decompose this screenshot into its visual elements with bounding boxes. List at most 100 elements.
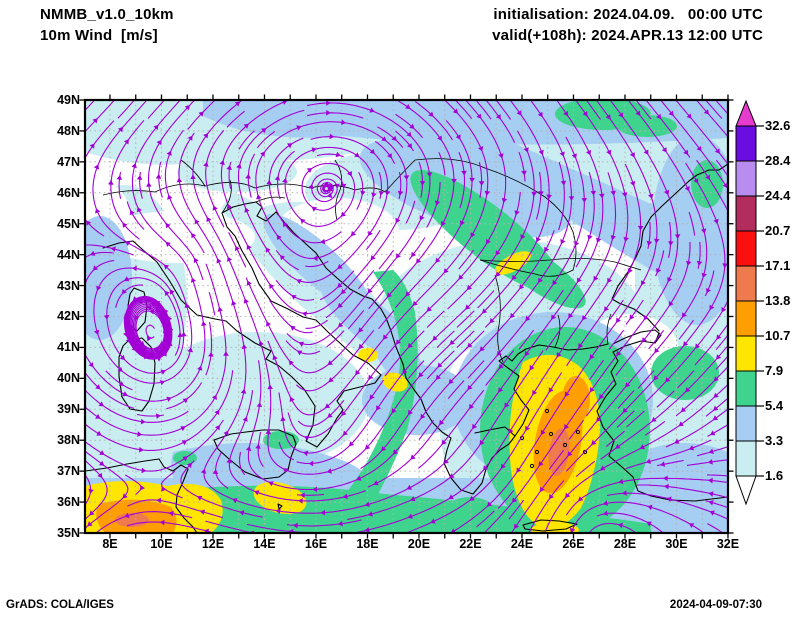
streamline bbox=[286, 519, 362, 527]
streamline-arrow bbox=[350, 230, 356, 237]
streamline-arrow bbox=[529, 365, 535, 371]
streamline bbox=[667, 221, 672, 258]
streamline-arrow bbox=[405, 291, 411, 297]
streamline-arrow bbox=[489, 317, 495, 324]
streamline-arrow bbox=[166, 396, 172, 402]
streamline-arrow bbox=[407, 513, 413, 519]
streamline-arrow bbox=[419, 215, 425, 221]
colorbar-segment bbox=[735, 195, 757, 232]
streamline-arrow bbox=[136, 207, 142, 213]
streamline-arrow bbox=[521, 170, 527, 176]
streamline-arrow bbox=[88, 488, 94, 494]
lat-label-36N: 36N bbox=[57, 495, 80, 510]
streamline-arrow bbox=[387, 153, 392, 159]
streamline-arrow bbox=[587, 234, 593, 240]
streamline-arrow bbox=[495, 271, 501, 277]
streamline bbox=[178, 100, 604, 514]
streamline-arrow bbox=[160, 369, 166, 375]
streamline-arrow bbox=[226, 203, 232, 210]
streamline-arrow bbox=[610, 190, 616, 196]
streamline-arrow bbox=[686, 113, 692, 119]
streamline-arrow bbox=[367, 511, 373, 517]
streamline-arrow bbox=[403, 175, 410, 181]
streamline-arrow bbox=[537, 111, 543, 118]
streamline-arrow bbox=[714, 148, 720, 154]
streamline bbox=[205, 520, 256, 533]
streamline-arrow bbox=[246, 280, 252, 286]
streamline-arrow bbox=[449, 339, 455, 345]
streamline-arrow bbox=[486, 501, 493, 507]
streamline bbox=[648, 329, 665, 350]
streamline bbox=[558, 161, 565, 231]
streamline-arrow bbox=[186, 462, 193, 469]
streamline-arrow bbox=[236, 163, 242, 169]
streamline-arrow bbox=[450, 528, 457, 533]
streamline bbox=[85, 251, 114, 259]
streamline-arrow bbox=[616, 317, 621, 323]
streamline-arrow bbox=[182, 398, 188, 404]
streamline-arrow bbox=[602, 510, 608, 516]
streamline-arrow bbox=[161, 308, 167, 314]
streamline-arrow bbox=[684, 186, 690, 192]
streamline-arrow bbox=[498, 153, 504, 159]
streamline bbox=[707, 523, 724, 533]
streamline-arrow bbox=[212, 394, 217, 400]
streamline-arrow bbox=[288, 360, 294, 366]
streamline bbox=[696, 159, 728, 213]
streamline bbox=[85, 390, 189, 423]
streamline-arrow bbox=[298, 341, 305, 347]
streamline-arrow bbox=[384, 190, 391, 196]
lat-label-44N: 44N bbox=[57, 247, 80, 262]
streamline bbox=[92, 100, 193, 384]
streamline-arrow bbox=[326, 100, 331, 106]
streamline-arrow bbox=[668, 110, 674, 116]
streamline-arrow bbox=[535, 237, 541, 243]
streamline-arrow bbox=[226, 165, 232, 171]
streamline-arrow bbox=[701, 272, 707, 278]
streamline-arrow bbox=[203, 161, 209, 167]
streamline-arrow bbox=[663, 475, 668, 482]
streamline-arrow bbox=[156, 497, 162, 504]
streamline-arrow bbox=[682, 312, 687, 318]
streamline-arrow bbox=[327, 412, 333, 418]
streamline bbox=[237, 109, 389, 283]
streamline bbox=[278, 441, 295, 461]
streamline bbox=[588, 522, 637, 533]
streamline-arrow bbox=[496, 350, 502, 356]
streamline-arrow bbox=[564, 424, 570, 430]
streamline-arrow bbox=[129, 338, 135, 345]
streamline-arrow bbox=[412, 300, 418, 306]
streamline-arrow bbox=[283, 221, 288, 228]
streamline bbox=[570, 501, 705, 533]
streamline-arrow bbox=[578, 496, 584, 502]
streamline-arrow bbox=[121, 288, 127, 295]
streamline-arrow bbox=[291, 295, 297, 300]
streamline-arrow bbox=[381, 446, 387, 452]
streamline-arrow bbox=[395, 217, 401, 224]
streamline bbox=[589, 359, 604, 381]
streamline-arrow bbox=[599, 193, 605, 199]
streamline-arrow bbox=[586, 149, 592, 156]
streamline-arrow bbox=[476, 113, 482, 119]
streamline bbox=[695, 100, 728, 138]
streamline-arrow bbox=[559, 151, 565, 157]
streamline bbox=[549, 289, 564, 310]
axis-ticks bbox=[79, 94, 734, 539]
streamline bbox=[395, 113, 424, 139]
streamline bbox=[637, 370, 655, 389]
streamline bbox=[85, 460, 108, 520]
streamline-arrow bbox=[461, 170, 467, 176]
streamline-arrow bbox=[706, 288, 711, 294]
streamline bbox=[158, 161, 163, 198]
creation-timestamp: 2024-04-09-07:30 bbox=[669, 599, 762, 611]
streamline-arrow bbox=[326, 468, 332, 474]
streamline-arrow bbox=[405, 104, 411, 109]
lat-label-39N: 39N bbox=[57, 402, 80, 417]
lon-label-10E: 10E bbox=[150, 537, 173, 551]
streamline-arrow bbox=[191, 233, 197, 239]
streamline-arrow bbox=[713, 376, 719, 382]
streamline-arrow bbox=[560, 180, 567, 186]
colorbar-level-10.7: 10.7 bbox=[765, 328, 791, 343]
streamline-arrow bbox=[622, 192, 628, 198]
streamline-arrow bbox=[125, 337, 131, 344]
